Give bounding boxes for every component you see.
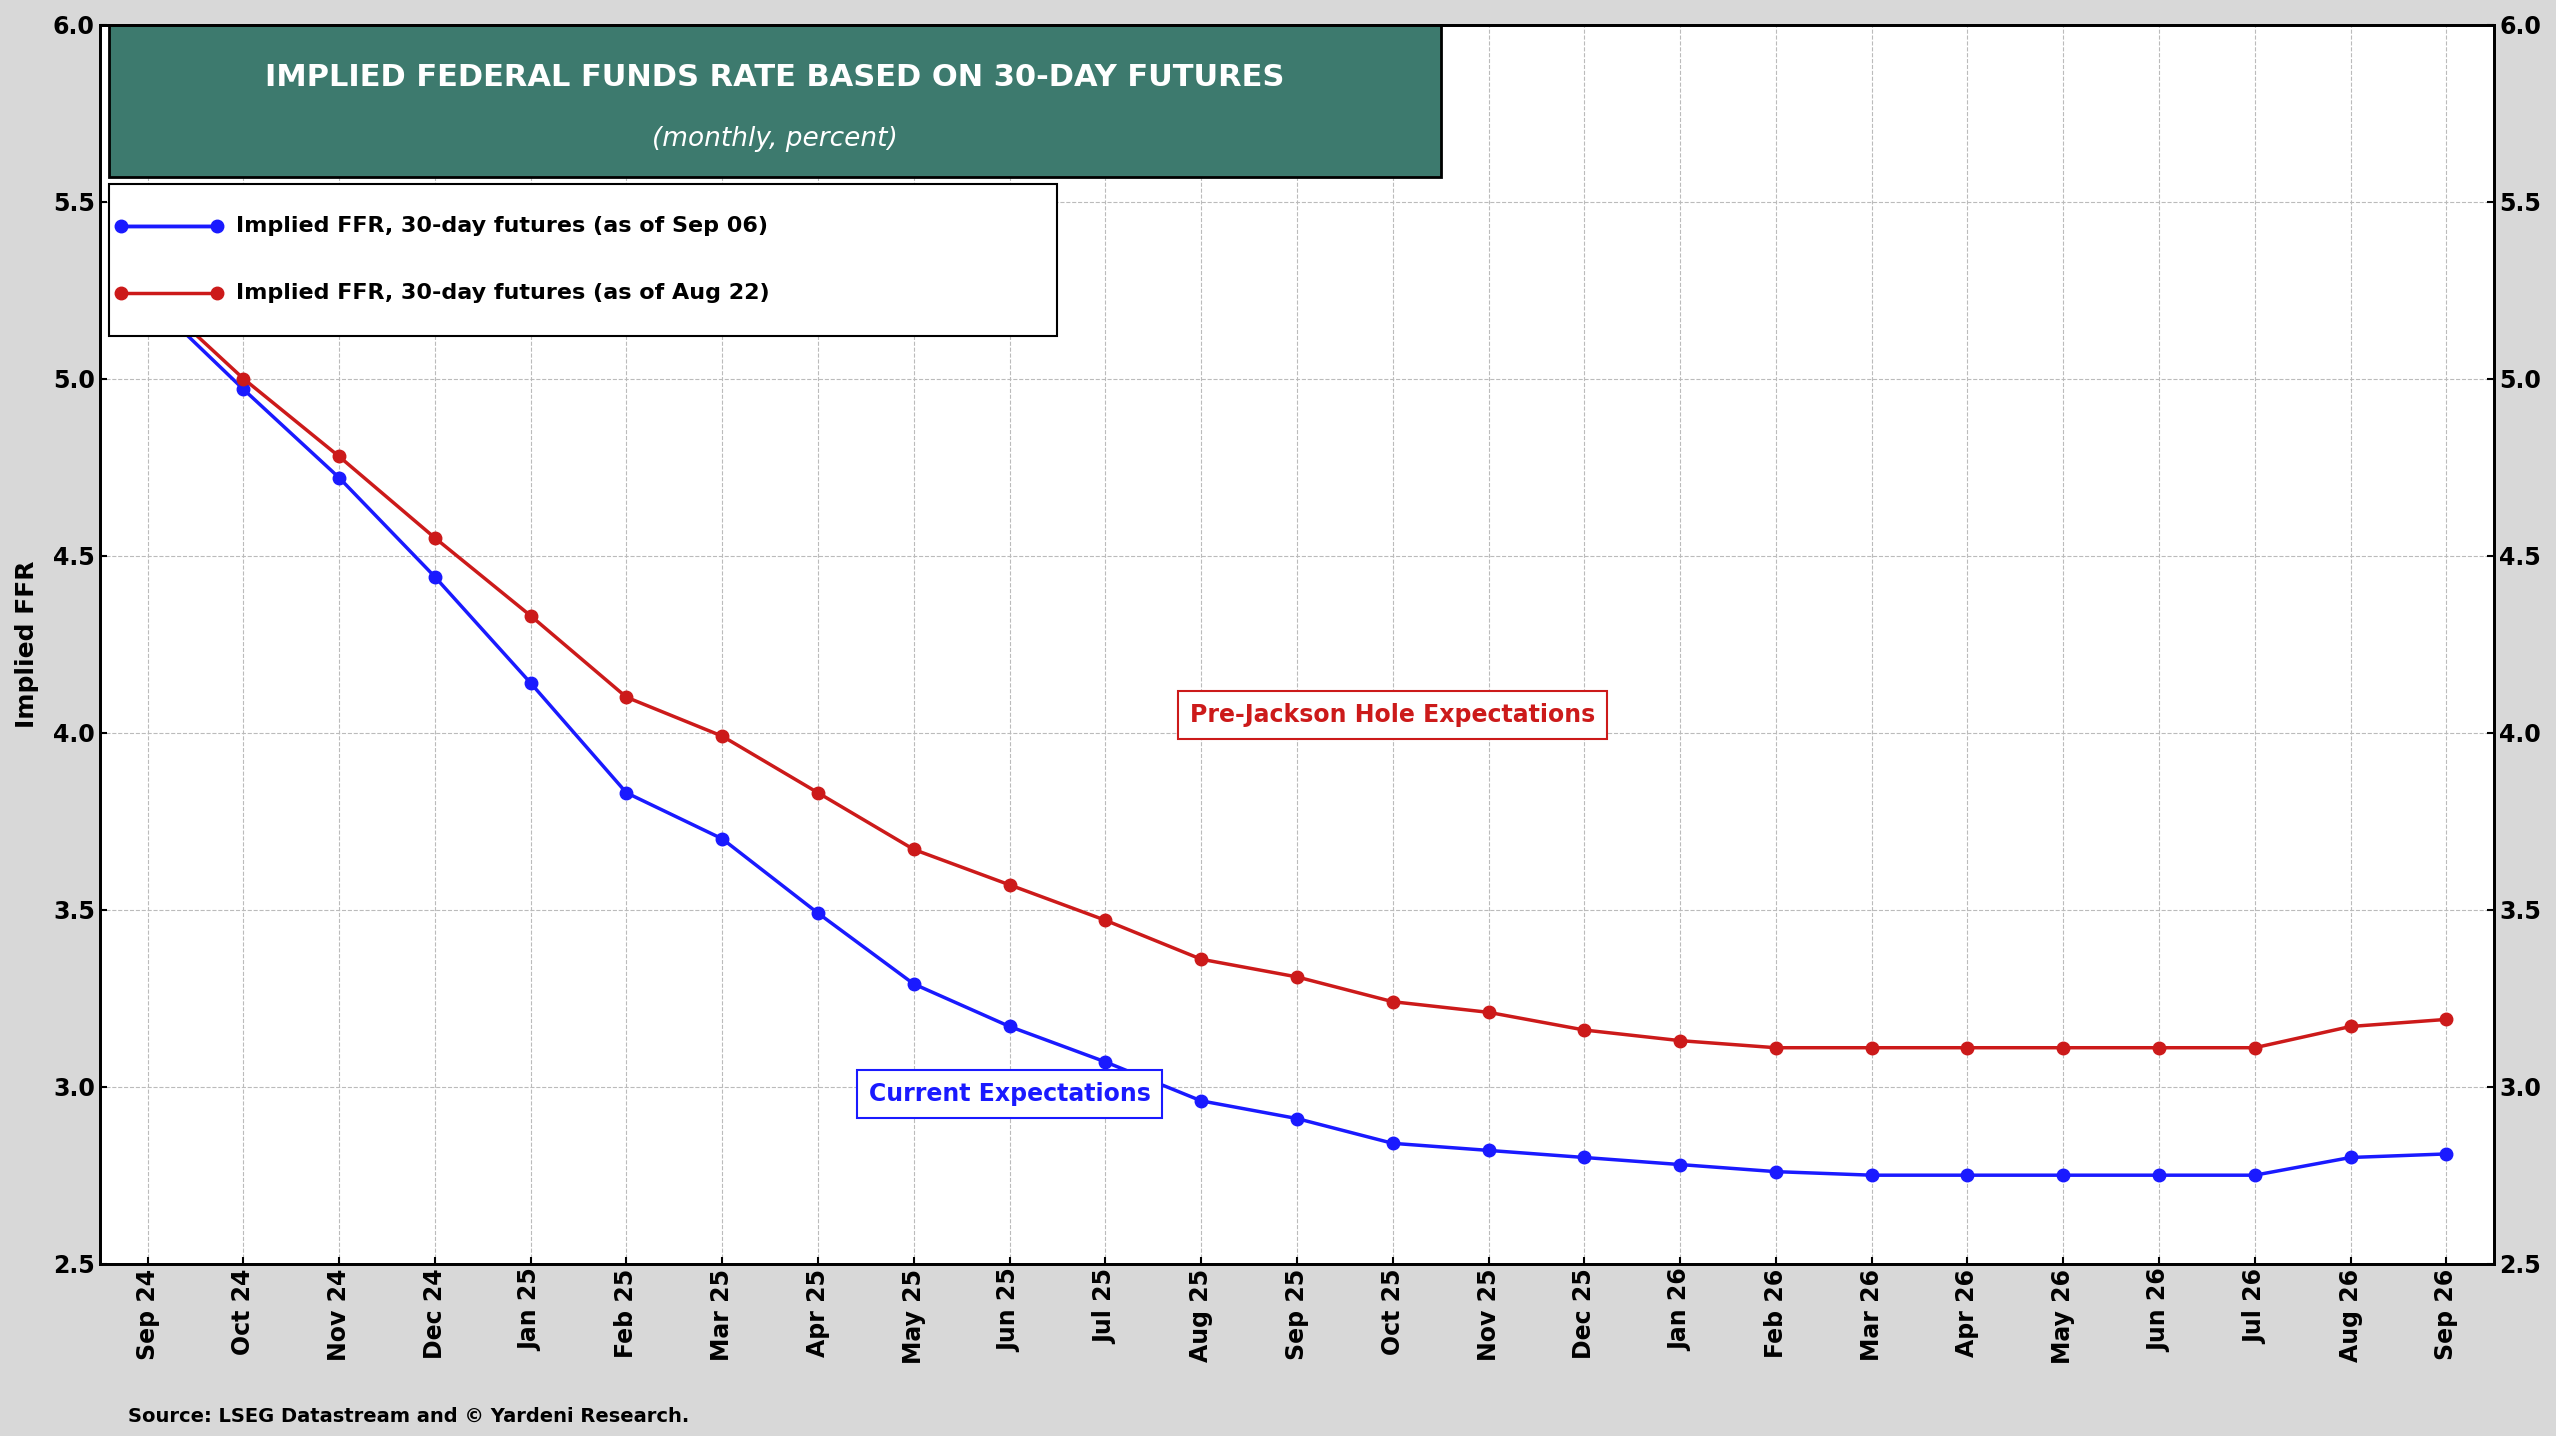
Implied FFR, 30-day futures (as of Aug 22) — [2336, 1018, 2367, 1035]
Implied FFR, 30-day futures (as of Sep 06) — [611, 784, 642, 801]
Implied FFR, 30-day futures (as of Sep 06) — [1281, 1110, 1311, 1127]
Implied FFR, 30-day futures (as of Sep 06) — [708, 830, 739, 847]
Implied FFR, 30-day futures (as of Aug 22) — [1856, 1040, 1886, 1057]
Line: Implied FFR, 30-day futures (as of Aug 22): Implied FFR, 30-day futures (as of Aug 2… — [141, 284, 2454, 1054]
Implied FFR, 30-day futures (as of Aug 22) — [1953, 1040, 1983, 1057]
Implied FFR, 30-day futures (as of Sep 06) — [2144, 1166, 2175, 1183]
Line: Implied FFR, 30-day futures (as of Sep 06): Implied FFR, 30-day futures (as of Sep 0… — [141, 292, 2454, 1182]
Implied FFR, 30-day futures (as of Aug 22) — [1761, 1040, 1792, 1057]
Implied FFR, 30-day futures (as of Aug 22) — [516, 607, 547, 625]
Text: (monthly, percent): (monthly, percent) — [652, 126, 897, 152]
Implied FFR, 30-day futures (as of Aug 22) — [708, 728, 739, 745]
Text: Source: LSEG Datastream and © Yardeni Research.: Source: LSEG Datastream and © Yardeni Re… — [128, 1407, 690, 1426]
Implied FFR, 30-day futures (as of Aug 22) — [1089, 912, 1120, 929]
Text: Implied FFR, 30-day futures (as of Sep 06): Implied FFR, 30-day futures (as of Sep 0… — [235, 217, 769, 237]
Implied FFR, 30-day futures (as of Sep 06) — [1472, 1142, 1503, 1159]
Implied FFR, 30-day futures (as of Aug 22) — [611, 689, 642, 707]
Implied FFR, 30-day futures (as of Sep 06) — [227, 381, 258, 398]
Implied FFR, 30-day futures (as of Sep 06) — [2239, 1166, 2270, 1183]
Implied FFR, 30-day futures (as of Sep 06) — [2431, 1146, 2461, 1163]
Implied FFR, 30-day futures (as of Aug 22) — [1281, 968, 1311, 985]
Implied FFR, 30-day futures (as of Aug 22) — [325, 448, 355, 465]
Implied FFR, 30-day futures (as of Sep 06) — [1378, 1134, 1408, 1152]
Implied FFR, 30-day futures (as of Sep 06) — [1953, 1166, 1983, 1183]
Implied FFR, 30-day futures (as of Sep 06) — [994, 1018, 1025, 1035]
Implied FFR, 30-day futures (as of Aug 22) — [227, 370, 258, 388]
Implied FFR, 30-day futures (as of Sep 06) — [516, 675, 547, 692]
Implied FFR, 30-day futures (as of Sep 06) — [1569, 1149, 1600, 1166]
Implied FFR, 30-day futures (as of Sep 06) — [900, 975, 930, 992]
Y-axis label: Implied FFR: Implied FFR — [15, 560, 38, 728]
Implied FFR, 30-day futures (as of Aug 22) — [994, 876, 1025, 893]
Implied FFR, 30-day futures (as of Sep 06) — [1856, 1166, 1886, 1183]
Implied FFR, 30-day futures (as of Sep 06) — [325, 470, 355, 487]
Implied FFR, 30-day futures (as of Sep 06) — [133, 289, 164, 306]
Implied FFR, 30-day futures (as of Sep 06) — [2336, 1149, 2367, 1166]
Implied FFR, 30-day futures (as of Aug 22) — [1378, 994, 1408, 1011]
Implied FFR, 30-day futures (as of Aug 22) — [2431, 1011, 2461, 1028]
FancyBboxPatch shape — [110, 24, 1442, 177]
Text: Pre-Jackson Hole Expectations: Pre-Jackson Hole Expectations — [1191, 702, 1595, 727]
Implied FFR, 30-day futures (as of Aug 22) — [2144, 1040, 2175, 1057]
Implied FFR, 30-day futures (as of Aug 22) — [803, 784, 833, 801]
Text: Implied FFR, 30-day futures (as of Aug 22): Implied FFR, 30-day futures (as of Aug 2… — [235, 283, 769, 303]
Implied FFR, 30-day futures (as of Aug 22) — [1569, 1021, 1600, 1038]
Implied FFR, 30-day futures (as of Aug 22) — [900, 841, 930, 859]
Implied FFR, 30-day futures (as of Aug 22) — [1186, 951, 1217, 968]
Implied FFR, 30-day futures (as of Sep 06) — [803, 905, 833, 922]
Text: IMPLIED FEDERAL FUNDS RATE BASED ON 30-DAY FUTURES: IMPLIED FEDERAL FUNDS RATE BASED ON 30-D… — [266, 63, 1286, 92]
Implied FFR, 30-day futures (as of Sep 06) — [1089, 1053, 1120, 1070]
Implied FFR, 30-day futures (as of Sep 06) — [2047, 1166, 2078, 1183]
Implied FFR, 30-day futures (as of Sep 06) — [419, 569, 450, 586]
Implied FFR, 30-day futures (as of Sep 06) — [1664, 1156, 1695, 1173]
Implied FFR, 30-day futures (as of Aug 22) — [1664, 1032, 1695, 1050]
FancyBboxPatch shape — [110, 184, 1058, 336]
Implied FFR, 30-day futures (as of Sep 06) — [1761, 1163, 1792, 1180]
Implied FFR, 30-day futures (as of Aug 22) — [133, 281, 164, 299]
Implied FFR, 30-day futures (as of Aug 22) — [2047, 1040, 2078, 1057]
Implied FFR, 30-day futures (as of Aug 22) — [419, 530, 450, 547]
Text: Current Expectations: Current Expectations — [869, 1081, 1150, 1106]
Implied FFR, 30-day futures (as of Sep 06) — [1186, 1093, 1217, 1110]
Implied FFR, 30-day futures (as of Aug 22) — [2239, 1040, 2270, 1057]
Implied FFR, 30-day futures (as of Aug 22) — [1472, 1004, 1503, 1021]
